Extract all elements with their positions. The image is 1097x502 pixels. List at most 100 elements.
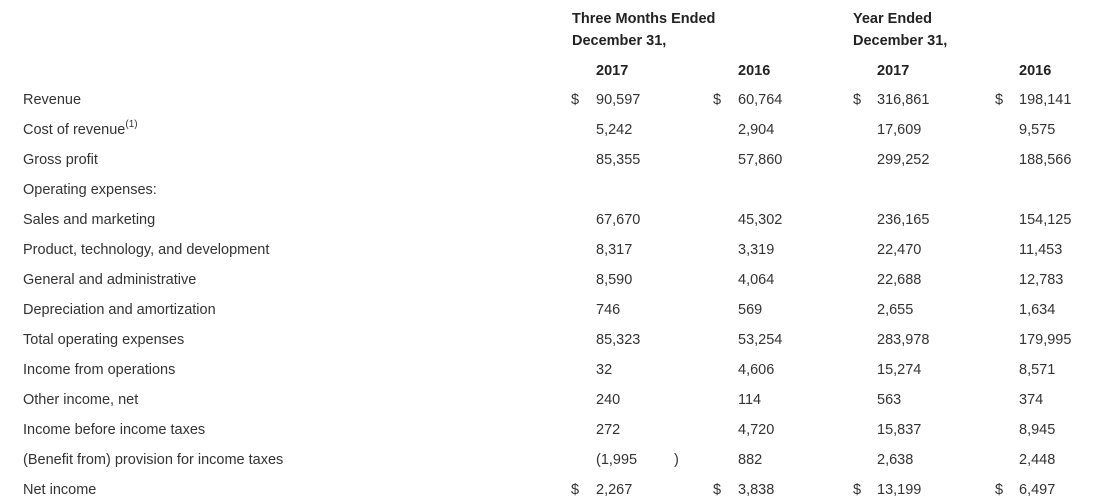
row-label: Income from operations (23, 362, 175, 378)
table-cell: 4,606 (738, 362, 775, 378)
currency-symbol: $ (995, 482, 1004, 498)
table-cell: 179,995 (1019, 332, 1072, 348)
year-header-3: 2017 (877, 63, 910, 79)
row-label: Sales and marketing (23, 212, 155, 228)
row-label: Product, technology, and development (23, 242, 269, 258)
table-cell: 154,125 (1019, 212, 1072, 228)
row-label: Revenue (23, 92, 81, 108)
table-cell: 316,861 (877, 92, 930, 108)
year-header-4: 2016 (1019, 63, 1052, 79)
row-label-text: Other income, net (23, 392, 139, 408)
row-label-text: Income before income taxes (23, 422, 206, 438)
three-months-header-line2: December 31, (572, 33, 667, 49)
year-header-1: 2017 (596, 63, 629, 79)
row-label: Cost of revenue(1) (23, 119, 138, 138)
table-cell: (1,995 (596, 452, 638, 468)
table-cell: 283,978 (877, 332, 930, 348)
table-cell: 15,274 (877, 362, 922, 378)
row-label: Other income, net (23, 392, 138, 408)
table-cell: 2,267 (596, 482, 633, 498)
table-cell: 4,064 (738, 272, 775, 288)
table-cell: 22,688 (877, 272, 922, 288)
table-cell: 1,634 (1019, 302, 1056, 318)
three-months-header-line1: Three Months Ended (572, 11, 716, 27)
row-label: Income before income taxes (23, 422, 205, 438)
table-cell: 22,470 (877, 242, 922, 258)
year-ended-header-line1: Year Ended (853, 11, 932, 27)
row-label-text: (Benefit from) provision for income taxe… (23, 452, 284, 468)
currency-symbol: $ (995, 92, 1004, 108)
currency-symbol: $ (853, 482, 862, 498)
table-cell: 2,638 (877, 452, 914, 468)
row-label-text: Depreciation and amortization (23, 302, 216, 318)
table-cell: 5,242 (596, 122, 633, 138)
currency-symbol: $ (571, 92, 580, 108)
row-label-text: Income from operations (23, 362, 176, 378)
row-label-text: Gross profit (23, 152, 98, 168)
currency-symbol: $ (853, 92, 862, 108)
table-cell: 12,783 (1019, 272, 1064, 288)
table-cell: 90,597 (596, 92, 641, 108)
table-cell: 3,838 (738, 482, 775, 498)
table-cell: 8,590 (596, 272, 633, 288)
currency-symbol: $ (713, 92, 722, 108)
table-cell: 8,571 (1019, 362, 1056, 378)
footnote-marker: (1) (125, 119, 138, 131)
table-cell: 8,945 (1019, 422, 1056, 438)
table-cell: 67,670 (596, 212, 641, 228)
closing-paren: ) (674, 452, 679, 468)
row-label: Net income (23, 482, 96, 498)
table-cell: 3,319 (738, 242, 775, 258)
table-cell: 6,497 (1019, 482, 1056, 498)
table-cell: 4,720 (738, 422, 775, 438)
row-label: General and administrative (23, 272, 196, 288)
table-cell: 53,254 (738, 332, 783, 348)
currency-symbol: $ (571, 482, 580, 498)
table-cell: 85,355 (596, 152, 641, 168)
table-cell: 32 (596, 362, 613, 378)
row-label: Gross profit (23, 152, 98, 168)
row-label-text: General and administrative (23, 272, 197, 288)
table-cell: 563 (877, 392, 902, 408)
table-cell: 188,566 (1019, 152, 1072, 168)
table-cell: 2,904 (738, 122, 775, 138)
table-cell: 8,317 (596, 242, 633, 258)
table-cell: 11,453 (1019, 242, 1063, 258)
table-cell: 60,764 (738, 92, 783, 108)
row-label-text: Net income (23, 482, 97, 498)
row-label-text: Cost of revenue (23, 122, 126, 138)
table-cell: 569 (738, 302, 763, 318)
table-cell: 299,252 (877, 152, 930, 168)
table-cell: 272 (596, 422, 621, 438)
three-months-header: Three Months Ended December 31, (572, 8, 715, 52)
table-cell: 198,141 (1019, 92, 1072, 108)
year-header-2: 2016 (738, 63, 771, 79)
table-cell: 9,575 (1019, 122, 1056, 138)
year-ended-header-line2: December 31, (853, 33, 948, 49)
table-cell: 17,609 (877, 122, 922, 138)
table-cell: 85,323 (596, 332, 641, 348)
table-cell: 45,302 (738, 212, 783, 228)
table-cell: 240 (596, 392, 621, 408)
table-cell: 57,860 (738, 152, 783, 168)
table-cell: 114 (738, 392, 762, 408)
table-cell: 236,165 (877, 212, 930, 228)
table-cell: 882 (738, 452, 763, 468)
table-cell: 746 (596, 302, 621, 318)
row-label-text: Total operating expenses (23, 332, 185, 348)
row-label-text: Operating expenses: (23, 182, 157, 198)
table-cell: 13,199 (877, 482, 922, 498)
table-cell: 15,837 (877, 422, 922, 438)
row-label-text: Revenue (23, 92, 82, 108)
row-label: Operating expenses: (23, 182, 157, 198)
row-label-text: Sales and marketing (23, 212, 156, 228)
row-label: Total operating expenses (23, 332, 184, 348)
year-ended-header: Year Ended December 31, (853, 8, 947, 52)
currency-symbol: $ (713, 482, 722, 498)
row-label: Depreciation and amortization (23, 302, 216, 318)
table-cell: 2,655 (877, 302, 914, 318)
table-cell: 2,448 (1019, 452, 1056, 468)
row-label: (Benefit from) provision for income taxe… (23, 452, 283, 468)
row-label-text: Product, technology, and development (23, 242, 270, 258)
table-cell: 374 (1019, 392, 1044, 408)
